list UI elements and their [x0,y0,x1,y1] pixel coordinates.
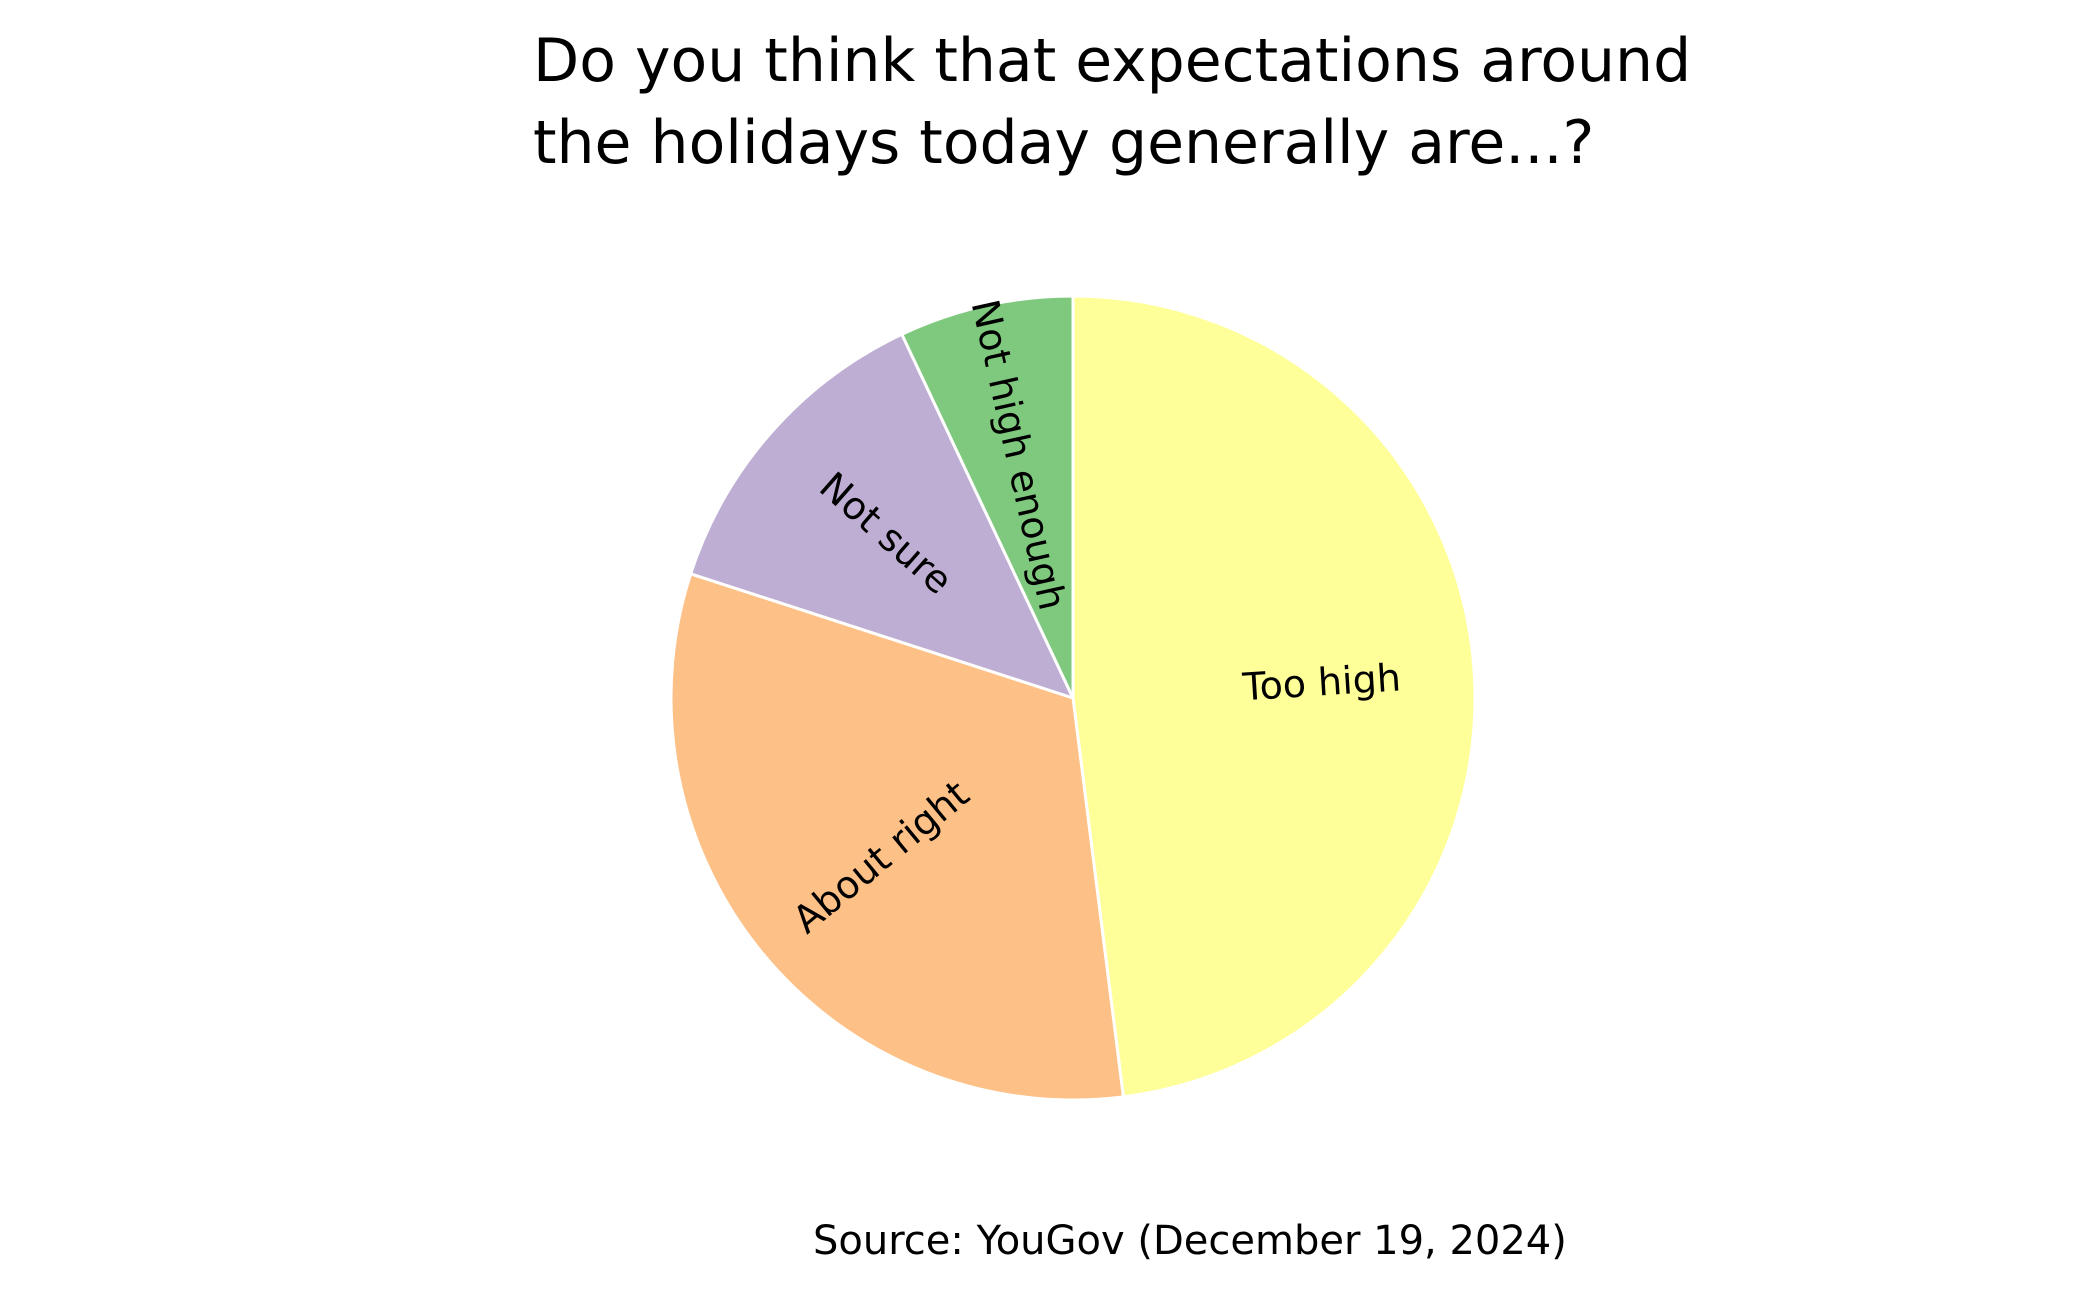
pie-slice-about-right [669,572,1125,1102]
pie-slice-not-high-enough [900,294,1075,700]
pie-slice-too-high [1071,294,1477,1099]
chart-title-line-2: the holidays today generally are...? [533,108,1595,178]
slice-label-too-high: Too high [1240,655,1402,709]
chart-title: Do you think that expectations around th… [533,20,1933,184]
chart-source: Source: YouGov (December 19, 2024) [813,1218,1567,1264]
pie-slice-not-sure [689,332,1075,700]
chart-title-line-1: Do you think that expectations around [533,26,1692,96]
pie-slices [669,294,1477,1102]
